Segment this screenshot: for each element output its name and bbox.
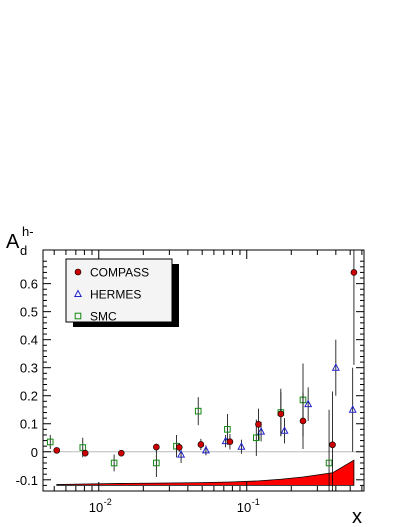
compass-point <box>81 449 89 457</box>
y-tick-label: 0.6 <box>20 277 38 292</box>
legend-marker-hermes <box>73 289 83 297</box>
hermes-point <box>304 399 313 408</box>
y-tick-label: 0.3 <box>20 361 38 376</box>
y-tick-label: 0.4 <box>20 333 38 348</box>
hermes-point <box>201 445 210 454</box>
hermes-point <box>348 405 357 413</box>
hermes-point <box>257 427 266 435</box>
legend-box <box>65 258 173 323</box>
smc-point <box>325 459 333 467</box>
legend-label-hermes: HERMES <box>90 288 141 302</box>
axis-ticks: -0.100.10.20.30.40.50.610 -2 10 -1 <box>16 250 364 515</box>
y-tick-label: 0 <box>31 445 38 460</box>
smc-point <box>194 407 202 415</box>
x-tick-label-base: 10 <box>237 500 251 515</box>
y-tick-label: 0.5 <box>20 305 38 320</box>
compass-point <box>255 421 262 428</box>
smc-point <box>252 434 260 442</box>
smc-point <box>153 459 160 467</box>
y-tick-label: 0.2 <box>20 389 38 404</box>
hermes-point <box>177 450 186 458</box>
y-tick-label: 0.1 <box>20 417 38 432</box>
y-tick-label: -0.1 <box>16 473 38 488</box>
systematic-band-area <box>56 459 355 486</box>
compass-point <box>117 449 125 457</box>
y-axis-label: A d h- <box>6 224 34 258</box>
legend-marker-smc <box>74 312 82 320</box>
compass-point <box>53 447 61 454</box>
plot-frame <box>42 249 365 492</box>
legend-label-compass: COMPASS <box>90 266 149 280</box>
compass-point <box>350 269 358 276</box>
y-axis-label-superscript: h- <box>22 224 34 239</box>
compass-point <box>329 441 336 449</box>
compass-point <box>197 441 205 448</box>
smc-point <box>46 438 54 446</box>
x-tick-label-exponent: -1 <box>252 497 260 507</box>
smc-point <box>79 444 87 451</box>
compass-point <box>226 438 234 445</box>
x-tick-label-exponent: -2 <box>104 497 112 507</box>
x-axis-label: x <box>352 506 362 527</box>
compass-point <box>175 443 183 451</box>
compass-point <box>277 410 285 418</box>
hermes-point <box>237 442 246 450</box>
smc-point <box>110 459 118 467</box>
y-axis-label-subscript: d <box>20 243 27 258</box>
y-axis-label-main: A <box>6 231 20 253</box>
hermes-point <box>280 426 289 434</box>
hermes-point <box>331 363 340 371</box>
systematic-error-band <box>56 459 355 486</box>
smc-point <box>224 426 231 433</box>
compass-point <box>299 417 307 425</box>
data-points <box>46 250 358 491</box>
legend: COMPASS HERMES SMC <box>65 258 179 327</box>
x-tick-label-base: 10 <box>89 500 103 515</box>
legend-label-smc: SMC <box>90 310 117 324</box>
compass-point <box>153 443 160 451</box>
legend-marker-compass <box>74 268 82 276</box>
